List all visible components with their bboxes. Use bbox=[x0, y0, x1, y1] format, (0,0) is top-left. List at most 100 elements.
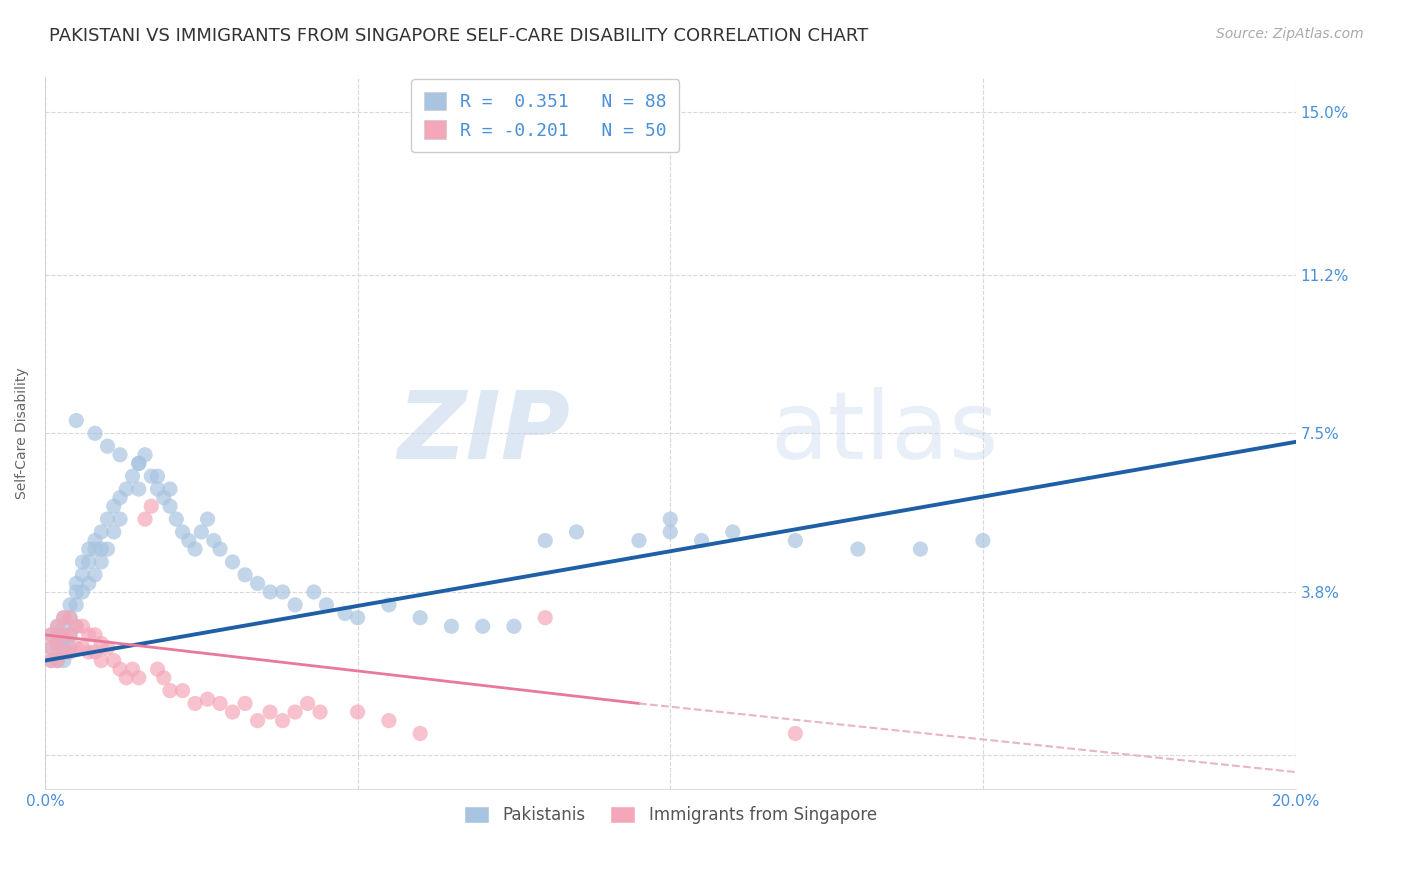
Point bbox=[233, 697, 256, 711]
Point bbox=[659, 524, 682, 539]
Point bbox=[65, 576, 87, 591]
Point bbox=[115, 482, 138, 496]
Point bbox=[233, 567, 256, 582]
Point bbox=[46, 619, 69, 633]
Point bbox=[59, 610, 82, 624]
Point bbox=[152, 671, 174, 685]
Point bbox=[52, 610, 75, 624]
Point bbox=[972, 533, 994, 548]
Point bbox=[146, 482, 169, 496]
Point bbox=[46, 654, 69, 668]
Point bbox=[77, 576, 100, 591]
Point bbox=[59, 610, 82, 624]
Point bbox=[84, 426, 107, 441]
Point bbox=[84, 533, 107, 548]
Point bbox=[690, 533, 713, 548]
Point bbox=[72, 619, 94, 633]
Point bbox=[721, 524, 744, 539]
Point bbox=[409, 610, 432, 624]
Point bbox=[190, 524, 212, 539]
Point bbox=[172, 524, 194, 539]
Point bbox=[52, 628, 75, 642]
Point bbox=[785, 533, 807, 548]
Point bbox=[128, 456, 150, 470]
Point bbox=[159, 683, 181, 698]
Point bbox=[409, 726, 432, 740]
Point bbox=[96, 542, 118, 557]
Point bbox=[59, 645, 82, 659]
Point bbox=[209, 697, 232, 711]
Point bbox=[84, 567, 107, 582]
Point bbox=[378, 714, 401, 728]
Point bbox=[108, 448, 131, 462]
Point bbox=[271, 585, 294, 599]
Point bbox=[52, 654, 75, 668]
Text: ZIP: ZIP bbox=[398, 387, 571, 479]
Point bbox=[46, 654, 69, 668]
Point bbox=[39, 654, 62, 668]
Point bbox=[159, 482, 181, 496]
Point bbox=[184, 697, 207, 711]
Point bbox=[72, 555, 94, 569]
Text: PAKISTANI VS IMMIGRANTS FROM SINGAPORE SELF-CARE DISABILITY CORRELATION CHART: PAKISTANI VS IMMIGRANTS FROM SINGAPORE S… bbox=[49, 27, 869, 45]
Point bbox=[90, 636, 112, 650]
Point bbox=[65, 585, 87, 599]
Point bbox=[108, 512, 131, 526]
Point bbox=[128, 456, 150, 470]
Point bbox=[59, 640, 82, 655]
Point bbox=[134, 448, 156, 462]
Point bbox=[259, 705, 281, 719]
Y-axis label: Self-Care Disability: Self-Care Disability bbox=[15, 368, 30, 500]
Point bbox=[246, 576, 269, 591]
Point bbox=[84, 628, 107, 642]
Point bbox=[378, 598, 401, 612]
Point bbox=[108, 491, 131, 505]
Point bbox=[84, 542, 107, 557]
Point bbox=[52, 640, 75, 655]
Point bbox=[52, 610, 75, 624]
Point bbox=[46, 640, 69, 655]
Point bbox=[59, 628, 82, 642]
Point bbox=[315, 598, 337, 612]
Point bbox=[177, 533, 200, 548]
Point bbox=[146, 469, 169, 483]
Point bbox=[59, 598, 82, 612]
Point bbox=[333, 607, 356, 621]
Point bbox=[96, 512, 118, 526]
Point bbox=[46, 619, 69, 633]
Point bbox=[65, 598, 87, 612]
Text: atlas: atlas bbox=[770, 387, 998, 479]
Point bbox=[96, 439, 118, 453]
Point bbox=[39, 640, 62, 655]
Point bbox=[52, 632, 75, 647]
Point bbox=[90, 542, 112, 557]
Point bbox=[159, 500, 181, 514]
Point bbox=[90, 524, 112, 539]
Point bbox=[52, 619, 75, 633]
Point bbox=[246, 714, 269, 728]
Point bbox=[65, 619, 87, 633]
Point bbox=[103, 654, 125, 668]
Point bbox=[77, 628, 100, 642]
Point bbox=[471, 619, 494, 633]
Point bbox=[297, 697, 319, 711]
Point bbox=[197, 692, 219, 706]
Point bbox=[440, 619, 463, 633]
Point bbox=[77, 555, 100, 569]
Point bbox=[108, 662, 131, 676]
Point bbox=[121, 662, 143, 676]
Point bbox=[46, 636, 69, 650]
Point bbox=[65, 640, 87, 655]
Point bbox=[627, 533, 650, 548]
Point bbox=[128, 671, 150, 685]
Point bbox=[152, 491, 174, 505]
Point bbox=[72, 585, 94, 599]
Point bbox=[134, 512, 156, 526]
Point bbox=[52, 645, 75, 659]
Point bbox=[65, 413, 87, 427]
Point bbox=[302, 585, 325, 599]
Point bbox=[346, 705, 368, 719]
Point bbox=[309, 705, 332, 719]
Text: Source: ZipAtlas.com: Source: ZipAtlas.com bbox=[1216, 27, 1364, 41]
Point bbox=[90, 654, 112, 668]
